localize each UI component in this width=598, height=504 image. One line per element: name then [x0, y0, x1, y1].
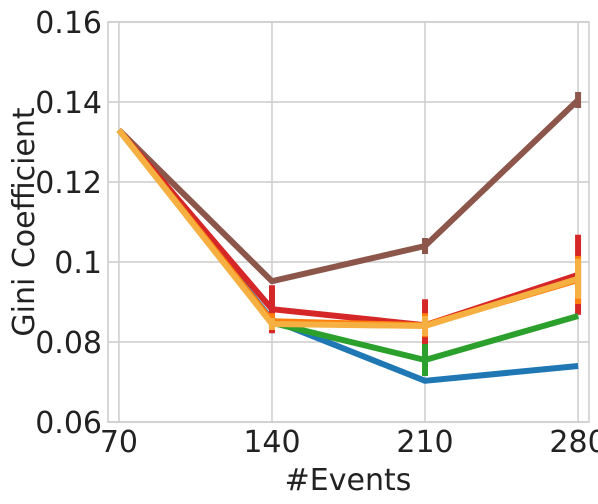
plot-frame [107, 21, 590, 423]
series-line [116, 128, 580, 329]
x-tick-label: 280 [549, 425, 598, 460]
series-4 [116, 128, 582, 338]
series-group [116, 92, 582, 384]
series-line [116, 128, 579, 329]
y-tick-label: 0.14 [35, 86, 102, 121]
x-tick-label: 140 [243, 425, 300, 460]
series-line [116, 97, 581, 285]
series-1 [116, 92, 582, 285]
x-axis-title: #Events [285, 463, 412, 498]
grid-lines [108, 21, 589, 423]
x-tick-label: 210 [396, 425, 453, 460]
x-tick-labels: 70 140 210 280 [100, 425, 598, 460]
y-axis-title: Gini Coefficient [7, 107, 42, 337]
y-tick-label: 0.06 [35, 406, 102, 441]
y-tick-label: 0.1 [54, 246, 102, 281]
x-tick-label: 70 [100, 425, 138, 460]
y-tick-labels: 0.06 0.08 0.1 0.12 0.14 0.16 [35, 6, 102, 441]
y-tick-label: 0.08 [35, 326, 102, 361]
series-5 [116, 128, 582, 336]
y-tick-label: 0.12 [35, 166, 102, 201]
y-tick-label: 0.16 [35, 6, 102, 41]
